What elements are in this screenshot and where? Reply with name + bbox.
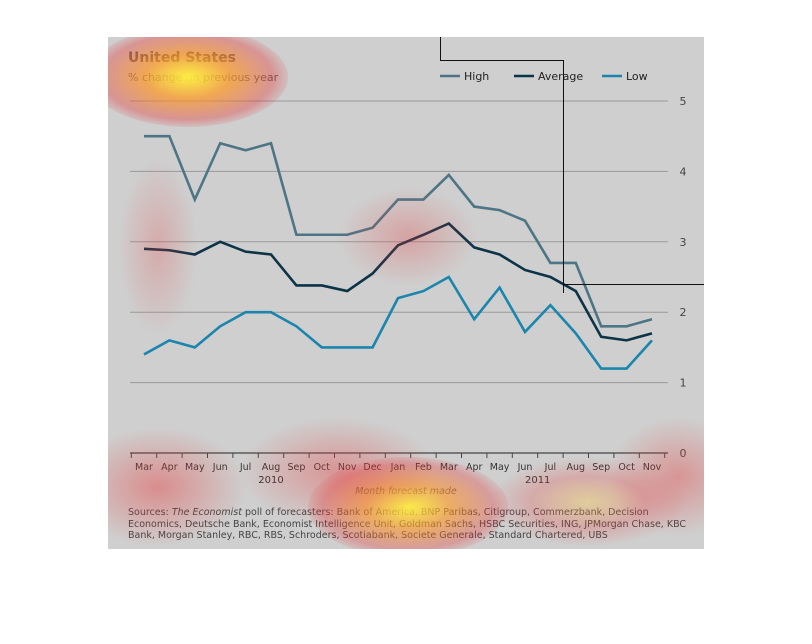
x-tick-label: Aug — [262, 462, 281, 473]
x-tick-label: Mar — [135, 462, 153, 473]
x-tick-label: May — [185, 462, 205, 473]
y-tick-label: 1 — [680, 377, 687, 390]
series-line-low — [143, 275, 653, 370]
x-tick-label: Feb — [415, 462, 432, 473]
legend-label: Average — [538, 70, 583, 83]
crosshair-line — [440, 37, 441, 61]
line-chart: 0 1 2 3 4 5 Mar Apr May Jun Jul Aug Sep Oct Nov Dec Jan F… — [130, 70, 687, 486]
x-tick-label: Oct — [314, 462, 331, 473]
x-tick-label: Jun — [212, 462, 228, 473]
x-tick-label: Nov — [643, 462, 662, 473]
x-tick-label: Oct — [618, 462, 635, 473]
x-axis-label: Month forecast made — [355, 486, 457, 497]
x-tick-label: Jan — [390, 462, 406, 473]
x-tick-label: Jul — [544, 462, 556, 473]
y-tick-label: 0 — [680, 447, 687, 460]
x-tick-label: Dec — [363, 462, 381, 473]
crosshair-line — [563, 284, 704, 285]
x-tick-label: Jun — [517, 462, 533, 473]
y-tick-label: 5 — [680, 95, 687, 108]
x-tick-label: May — [490, 462, 510, 473]
x-tick-label: Nov — [338, 462, 357, 473]
x-tick-label: Mar — [440, 462, 458, 473]
legend-label: High — [464, 70, 489, 83]
year-label: 2010 — [258, 475, 283, 486]
y-tick-label: 2 — [680, 306, 687, 319]
series-line-average — [143, 221, 653, 342]
x-tick-label: Jul — [239, 462, 251, 473]
year-label: 2011 — [525, 475, 550, 486]
sources-publication: The Economist — [171, 507, 242, 518]
x-tick-label: Sep — [592, 462, 610, 473]
sources-note: Sources: The Economist poll of forecaste… — [128, 507, 688, 542]
x-tick-label: Apr — [466, 462, 483, 473]
y-tick-label: 4 — [680, 165, 687, 178]
x-tick-label: Aug — [567, 462, 586, 473]
chart-subtitle: % change on previous year — [128, 71, 279, 84]
legend-label: Low — [626, 70, 648, 83]
x-tick-label: Sep — [287, 462, 305, 473]
crosshair-line — [440, 60, 564, 61]
sources-prefix: Sources: — [128, 507, 172, 518]
crosshair-line — [563, 60, 564, 293]
x-tick-label: Apr — [161, 462, 178, 473]
series-line-high — [144, 134, 653, 328]
chart-title: United States — [128, 50, 236, 66]
chart-panel: 0 1 2 3 4 5 Mar Apr May Jun Jul Aug Sep Oct Nov Dec Jan F… — [108, 37, 704, 549]
y-tick-label: 3 — [680, 236, 687, 249]
